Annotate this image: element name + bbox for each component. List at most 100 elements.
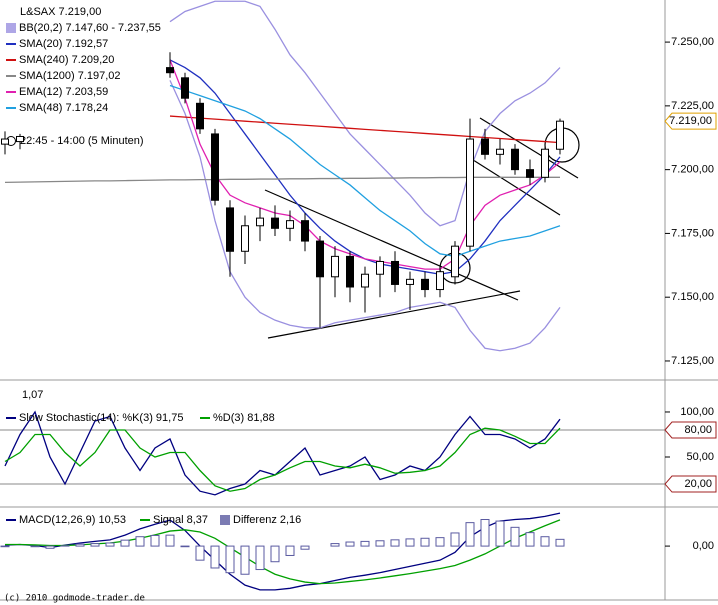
histogram-bar [435,537,445,547]
y-tick-label: 7.175,00 [671,227,714,239]
histogram-bar [30,545,40,548]
histogram-bar [450,532,460,547]
histogram-bar [90,543,100,547]
candle-body [166,67,174,74]
histogram-bar [255,545,265,571]
price-tag [664,475,717,493]
histogram-bar [510,526,520,547]
candle-body [346,255,354,288]
candle-body [271,217,279,229]
indicator-line [169,115,561,144]
histogram-bar [345,541,355,547]
histogram-bar [150,534,160,547]
legend-label: %D(3) 81,88 [213,412,275,424]
candle-body [241,225,249,252]
candle-body [451,245,459,278]
candle-body [316,240,324,278]
trend-line [264,189,519,301]
histogram-bar [135,536,145,547]
histogram-bar [540,536,550,547]
trend-line [479,117,579,179]
legend-label: EMA(12) 7.203,59 [19,86,108,98]
histogram-bar [180,545,190,548]
candle-body [511,148,519,171]
histogram-bar [210,545,220,569]
indicator-line [169,80,561,352]
y-tick-label: 7.200,00 [671,164,714,176]
histogram-bar [405,538,415,547]
candle-body [556,120,564,150]
histogram-bar [165,534,175,547]
candle-body [391,260,399,285]
legend-label: Slow Stochastic(14): %K(3) 91,75 [19,412,183,424]
candle-body [181,77,189,99]
candle-body [301,220,309,242]
annotation: 22:45 - 14:00 (5 Minuten) [20,135,144,147]
price-tag [664,421,717,439]
histogram-bar [465,522,475,547]
indicator-line [169,0,561,227]
histogram-bar [0,545,10,548]
oscillator-line [4,410,561,496]
legend-label: SMA(20) 7.192,57 [19,38,108,50]
y-tick-label: 7.225,00 [671,100,714,112]
histogram-bar [120,539,130,547]
histogram-bar [270,545,280,563]
candle-body [226,207,234,252]
histogram-bar [225,545,235,574]
y-tick-label: 7.125,00 [671,355,714,367]
candle-body [361,273,369,288]
trend-line [267,290,521,339]
legend-swatch [6,23,16,33]
y-tick-label: 7.250,00 [671,36,714,48]
histogram-bar [300,545,310,550]
indicator-line [169,84,561,258]
candle-body [541,148,549,178]
candle-body [481,138,489,155]
histogram-bar [525,532,535,547]
legend-label: Differenz 2,16 [233,514,301,526]
histogram-bar [420,537,430,547]
candle-body [196,102,204,130]
histogram-bar [45,545,55,549]
histogram-bar [105,542,115,547]
y-tick-label: 100,00 [680,406,714,418]
oscillator-line [4,427,561,492]
histogram-bar [555,538,565,547]
candle-body [376,260,384,275]
candle-body [256,217,264,227]
y-tick-label: 7.150,00 [671,291,714,303]
legend-label: SMA(240) 7.209,20 [19,54,114,66]
legend-label: SMA(1200) 7.197,02 [19,70,121,82]
candle-body [466,138,474,247]
price-tag-label: 80,00 [684,424,712,436]
legend-label: SMA(48) 7.178,24 [19,102,108,114]
candle-body [496,148,504,155]
footer: (c) 2010 godmode-trader.de [4,594,145,604]
histogram-bar [480,519,490,547]
legend-label: BB(20,2) 7.147,60 - 7.237,55 [19,22,161,34]
price-tag-label: 7.219,00 [669,115,712,127]
histogram-bar [285,545,295,556]
indicator-line [169,59,561,270]
price-tag-label: 20,00 [684,478,712,490]
histogram-bar [375,540,385,547]
candle-body [406,278,414,285]
y-tick-label: 0,00 [693,540,714,552]
histogram-bar [75,543,85,547]
price-tag [664,112,717,130]
candle-body [421,278,429,291]
candle-body [526,169,534,178]
histogram-bar [390,539,400,547]
y-tick-label: 50,00 [686,451,714,463]
candle-body [1,138,9,145]
candle-body [436,271,444,291]
histogram-bar [195,545,205,561]
histogram-bar [360,540,370,547]
candle-body [16,135,24,143]
histogram-bar [330,543,340,547]
candle-body [331,255,339,278]
candle-body [211,133,219,201]
